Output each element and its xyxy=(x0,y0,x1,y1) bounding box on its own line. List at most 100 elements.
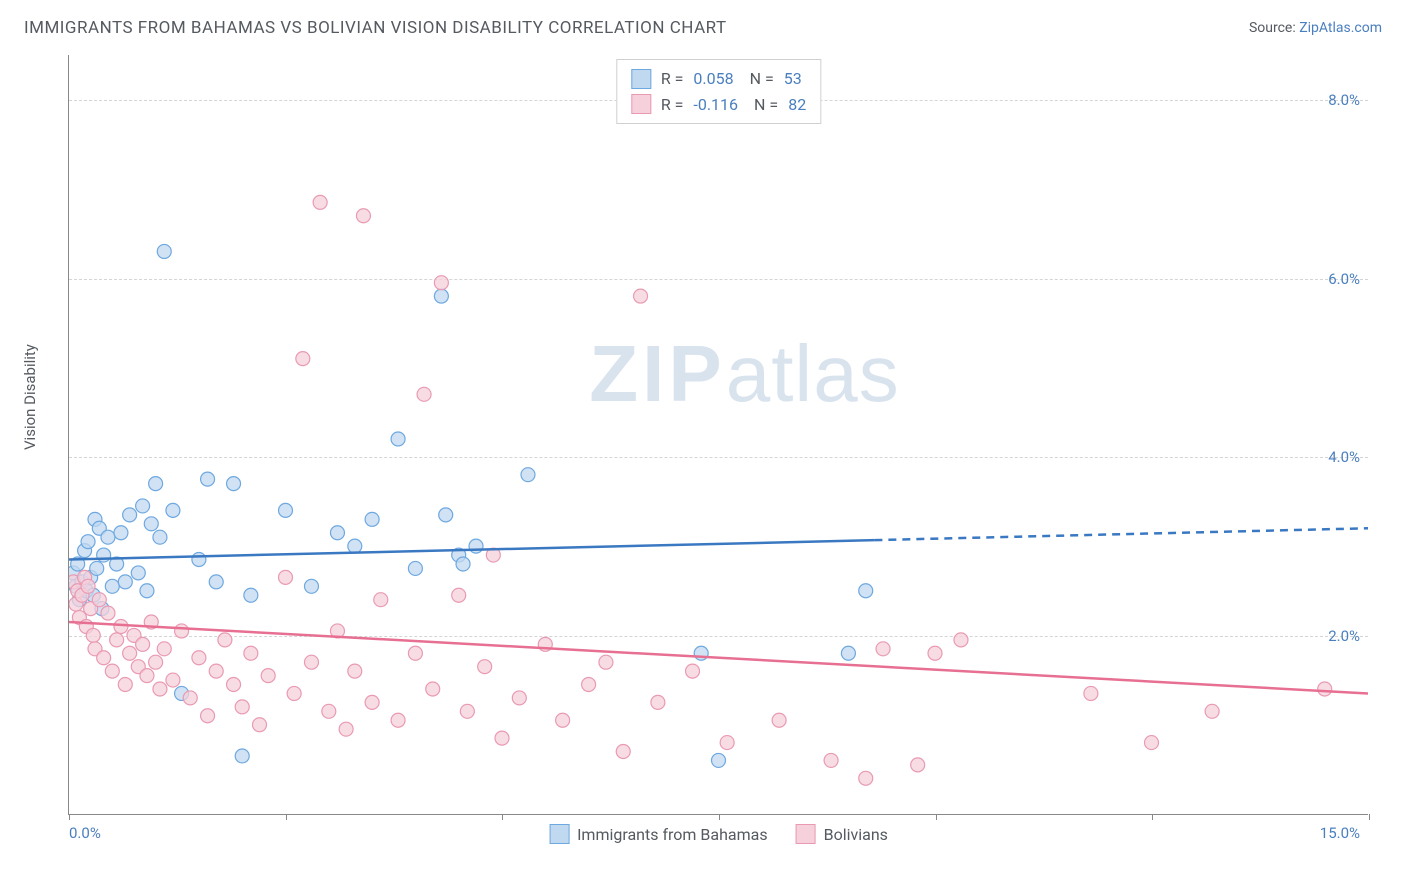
legend-series-label: Immigrants from Bahamas xyxy=(577,825,768,844)
scatter-point-bolivians xyxy=(391,713,405,727)
source-prefix: Source: xyxy=(1249,20,1299,36)
scatter-point-bahamas xyxy=(365,512,379,526)
scatter-point-bolivians xyxy=(136,637,150,651)
scatter-point-bolivians xyxy=(86,628,100,642)
scatter-point-bolivians xyxy=(954,633,968,647)
scatter-point-bolivians xyxy=(313,195,327,209)
scatter-point-bolivians xyxy=(824,753,838,767)
scatter-point-bahamas xyxy=(279,503,293,517)
scatter-point-bolivians xyxy=(1084,686,1098,700)
y-axis-label: Vision Disability xyxy=(21,344,39,450)
trend-line-bahamas-extrapolated xyxy=(874,528,1368,540)
scatter-point-bolivians xyxy=(287,686,301,700)
scatter-point-bolivians xyxy=(304,655,318,669)
scatter-point-bolivians xyxy=(434,276,448,290)
scatter-point-bahamas xyxy=(227,477,241,491)
correlation-legend: R =0.058N =53R =-0.116N =82 xyxy=(616,59,821,124)
scatter-point-bolivians xyxy=(81,579,95,593)
scatter-point-bolivians xyxy=(634,289,648,303)
scatter-point-bolivians xyxy=(1145,736,1159,750)
scatter-point-bahamas xyxy=(391,432,405,446)
scatter-point-bolivians xyxy=(408,646,422,660)
scatter-point-bolivians xyxy=(772,713,786,727)
plot-area: ZIPatlas R =0.058N =53R =-0.116N =82 0.0… xyxy=(68,55,1368,815)
scatter-point-bahamas xyxy=(201,472,215,486)
legend-swatch-icon xyxy=(796,824,816,844)
scatter-point-bahamas xyxy=(153,530,167,544)
scatter-point-bolivians xyxy=(556,713,570,727)
scatter-point-bolivians xyxy=(209,664,223,678)
x-tick xyxy=(69,814,70,820)
scatter-point-bahamas xyxy=(521,468,535,482)
scatter-point-bolivians xyxy=(356,209,370,223)
scatter-point-bahamas xyxy=(209,575,223,589)
scatter-point-bahamas xyxy=(131,566,145,580)
scatter-point-bahamas xyxy=(140,584,154,598)
r-value: -0.116 xyxy=(693,92,738,118)
scatter-point-bolivians xyxy=(118,678,132,692)
x-axis-min-label: 0.0% xyxy=(69,824,101,842)
scatter-point-bolivians xyxy=(582,678,596,692)
scatter-point-bolivians xyxy=(140,669,154,683)
scatter-point-bolivians xyxy=(166,673,180,687)
scatter-point-bolivians xyxy=(512,691,526,705)
scatter-point-bolivians xyxy=(599,655,613,669)
scatter-point-bahamas xyxy=(123,508,137,522)
scatter-point-bahamas xyxy=(244,588,258,602)
scatter-point-bolivians xyxy=(201,709,215,723)
scatter-point-bahamas xyxy=(841,646,855,660)
scatter-point-bahamas xyxy=(81,535,95,549)
source-attribution: Source: ZipAtlas.com xyxy=(1249,20,1382,36)
scatter-point-bahamas xyxy=(434,289,448,303)
scatter-point-bolivians xyxy=(261,669,275,683)
legend-stat-row-bahamas: R =0.058N =53 xyxy=(631,66,806,92)
x-axis-max-label: 15.0% xyxy=(1320,824,1360,842)
legend-series-label: Bolivians xyxy=(824,825,888,844)
legend-swatch-icon xyxy=(631,69,651,89)
n-label: N = xyxy=(754,92,778,118)
r-label: R = xyxy=(661,92,684,118)
scatter-point-bolivians xyxy=(460,704,474,718)
scatter-point-bolivians xyxy=(374,593,388,607)
scatter-point-bolivians xyxy=(192,651,206,665)
scatter-point-bahamas xyxy=(90,561,104,575)
scatter-point-bolivians xyxy=(348,664,362,678)
scatter-point-bolivians xyxy=(157,642,171,656)
scatter-point-bahamas xyxy=(408,561,422,575)
series-legend: Immigrants from Bahamas Bolivians xyxy=(549,824,888,844)
scatter-point-bolivians xyxy=(651,695,665,709)
source-link[interactable]: ZipAtlas.com xyxy=(1299,20,1382,36)
scatter-point-bolivians xyxy=(110,633,124,647)
scatter-point-bolivians xyxy=(97,651,111,665)
scatter-point-bolivians xyxy=(495,731,509,745)
legend-item-bahamas: Immigrants from Bahamas xyxy=(549,824,768,844)
scatter-point-bolivians xyxy=(876,642,890,656)
scatter-point-bolivians xyxy=(911,758,925,772)
scatter-point-bahamas xyxy=(101,530,115,544)
r-label: R = xyxy=(661,66,684,92)
scatter-point-bolivians xyxy=(928,646,942,660)
r-value: 0.058 xyxy=(693,66,733,92)
scatter-point-bahamas xyxy=(456,557,470,571)
scatter-point-bolivians xyxy=(123,646,137,660)
scatter-point-bahamas xyxy=(192,553,206,567)
scatter-point-bolivians xyxy=(235,700,249,714)
legend-stat-row-bolivians: R =-0.116N =82 xyxy=(631,92,806,118)
scatter-point-bolivians xyxy=(1205,704,1219,718)
scatter-point-bahamas xyxy=(439,508,453,522)
scatter-point-bolivians xyxy=(218,633,232,647)
scatter-point-bahamas xyxy=(348,539,362,553)
x-tick xyxy=(719,814,720,820)
legend-swatch-icon xyxy=(631,94,651,114)
trend-line-bolivians xyxy=(69,622,1368,693)
page-title: IMMIGRANTS FROM BAHAMAS VS BOLIVIAN VISI… xyxy=(24,18,727,38)
legend-item-bolivians: Bolivians xyxy=(796,824,888,844)
legend-swatch-icon xyxy=(549,824,569,844)
plot-svg xyxy=(69,55,1368,814)
scatter-point-bolivians xyxy=(92,593,106,607)
scatter-point-bolivians xyxy=(149,655,163,669)
x-tick xyxy=(936,814,937,820)
x-tick xyxy=(502,814,503,820)
scatter-point-bahamas xyxy=(105,579,119,593)
scatter-point-bahamas xyxy=(157,244,171,258)
